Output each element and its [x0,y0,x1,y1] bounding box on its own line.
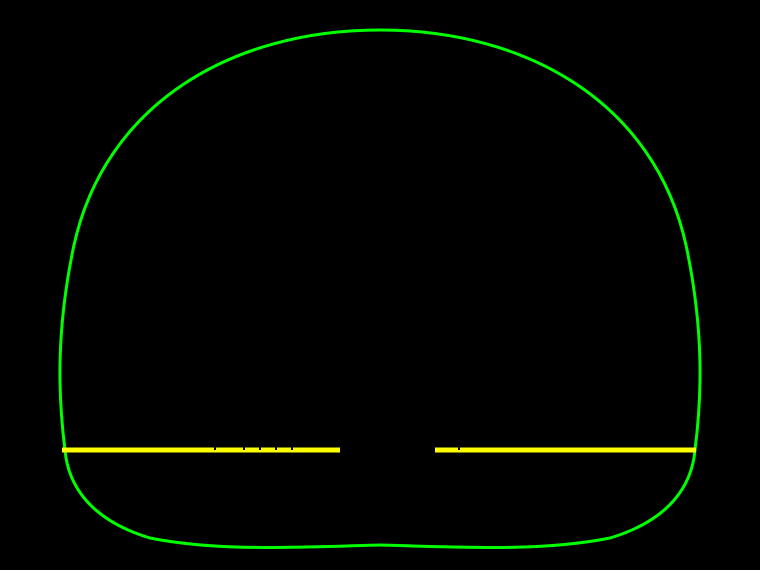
tunnel-diagram [0,0,760,570]
deck-marker [214,444,216,450]
deck-marker [458,444,460,450]
deck-marker [275,444,277,450]
deck-marker [243,444,245,450]
deck-marker [291,444,293,450]
deck-marker [259,444,261,450]
background [0,0,760,570]
